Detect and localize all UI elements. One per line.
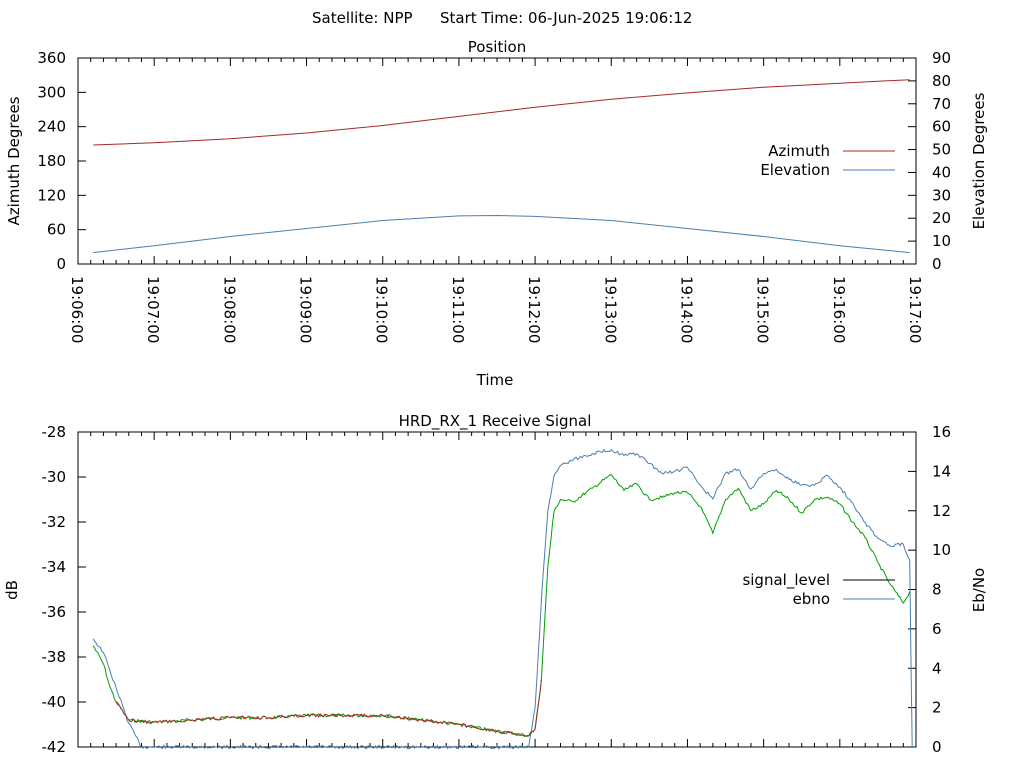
signal-chart: HRD_RX_1 Receive Signal -42-40-38-36-34-… [3,412,988,756]
time-tick-label: 19:16:00 [830,276,848,343]
time-tick-label: 19:14:00 [677,276,695,343]
position-y-tick-label: 120 [37,186,66,204]
position-y2-tick-label: 70 [932,95,951,113]
signal-y2-axis-label: Eb/No [970,568,988,612]
signal-legend: signal_level ebno [742,571,895,608]
position-y-tick-label: 240 [37,118,66,136]
signal-y2-tick-label: 0 [932,738,942,756]
legend-label-elevation: Elevation [760,161,830,179]
position-y2-tick-label: 60 [932,118,951,136]
signal-y2-tick-label: 12 [932,502,951,520]
legend-label-ebno: ebno [793,590,830,608]
signal-y-tick-label: -32 [42,513,67,531]
signal-y2-tick-label: 2 [932,699,942,717]
position-y-axis-label: Azimuth Degrees [5,96,23,225]
position-y2-tick-label: 20 [932,209,951,227]
position-y2-tick-label: 90 [932,49,951,67]
position-legend: Azimuth Elevation [760,142,895,179]
time-tick-label: 19:17:00 [906,276,924,343]
position-time-axis: 19:06:00 19:07:00 19:08:00 19:09:00 19:10:00… [68,58,924,343]
signal-y2-tick-label: 6 [932,620,942,638]
position-y2-tick-label: 0 [932,255,942,273]
position-y2-tick-label: 80 [932,72,951,90]
time-tick-label: 19:06:00 [68,276,86,343]
signal-y2-tick-label: 4 [932,659,942,677]
position-y-tick-label: 180 [37,152,66,170]
ebno-line [92,448,913,750]
position-chart: Position 0 60 120 180 240 300 360 0 10 20 30 40 50 6… [5,38,988,389]
signal-y2-tick-label: 8 [932,581,942,599]
signal-y-tick-label: -42 [42,738,67,756]
signal-y2-tick-label: 16 [932,423,951,441]
position-series [93,79,910,254]
legend-label-signal-level: signal_level [742,571,830,590]
position-y-tick-label: 360 [37,49,66,67]
position-x-axis-label: Time [476,371,514,389]
azimuth-line [93,79,910,146]
position-y-tick-label: 60 [47,221,66,239]
signal-y2-tick-label: 10 [932,541,951,559]
signal-y-tick-label: -28 [42,423,67,441]
signal-time-axis [77,432,917,747]
position-y2-tick-label: 30 [932,186,951,204]
time-tick-label: 19:15:00 [754,276,772,343]
satellite-label: Satellite: NPP [312,9,413,27]
position-y-tick-label: 300 [37,83,66,101]
position-left-axis: 0 60 120 180 240 300 360 [37,49,86,273]
signal-right-axis: 0 2 4 6 8 10 12 14 16 [908,423,951,756]
time-tick-label: 19:08:00 [220,276,238,343]
signal-y-tick-label: -40 [42,693,67,711]
signal-y-axis-label: dB [3,580,21,600]
signal-y-tick-label: -36 [42,603,67,621]
signal-y-tick-label: -38 [42,648,67,666]
time-tick-label: 19:11:00 [449,276,467,343]
time-tick-label: 19:10:00 [373,276,391,343]
signal-level-low-segment [115,679,542,738]
time-tick-label: 19:07:00 [144,276,162,343]
position-chart-title: Position [468,38,526,56]
signal-y-tick-label: -34 [42,558,67,576]
position-y2-tick-label: 50 [932,141,951,159]
start-time-label: Start Time: 06-Jun-2025 19:06:12 [440,9,692,27]
position-y2-tick-label: 40 [932,163,951,181]
legend-label-azimuth: Azimuth [768,142,830,160]
position-right-axis: 0 10 20 30 40 50 60 70 80 90 [908,49,951,273]
signal-left-axis: -42 -40 -38 -36 -34 -32 -30 -28 [42,423,86,756]
signal-y-tick-label: -30 [42,468,67,486]
elevation-line [93,214,910,254]
position-y2-tick-label: 10 [932,232,951,250]
time-tick-label: 19:13:00 [601,276,619,343]
signal-level-line [92,474,911,738]
signal-series [92,448,913,750]
signal-chart-title: HRD_RX_1 Receive Signal [399,412,592,431]
time-tick-label: 19:12:00 [525,276,543,343]
signal-y2-tick-label: 14 [932,462,951,480]
time-tick-label: 19:09:00 [297,276,315,343]
position-y-tick-label: 0 [56,255,66,273]
position-y2-axis-label: Elevation Degrees [970,92,988,229]
